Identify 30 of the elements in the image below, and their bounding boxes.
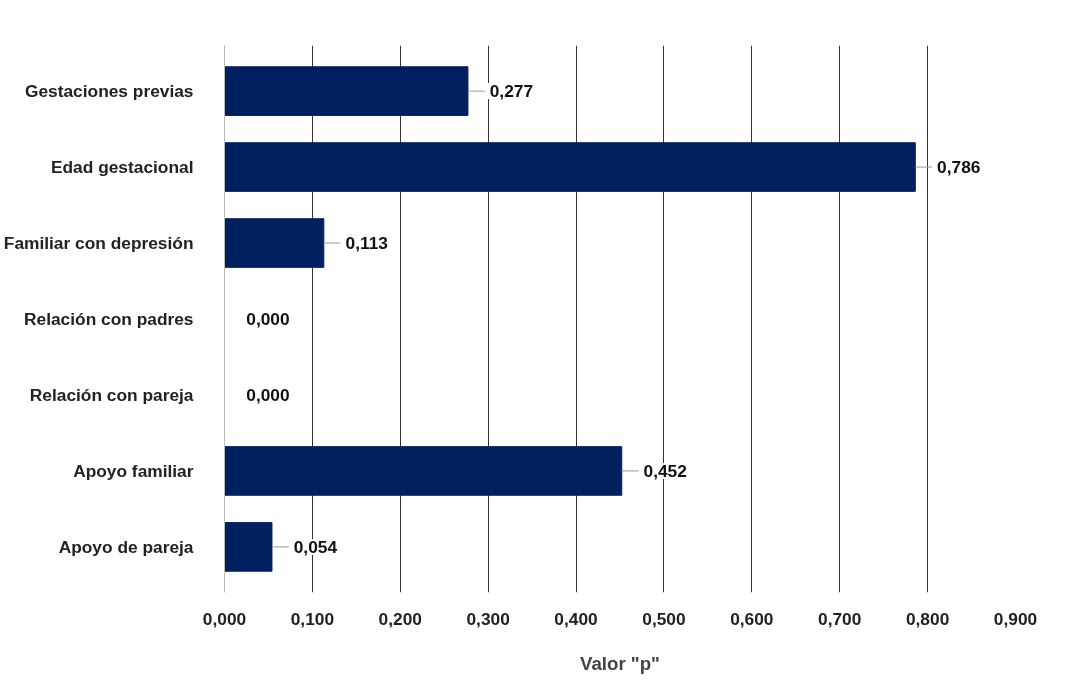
x-tick-label: 0,300 <box>466 608 510 629</box>
data-label: 0,277 <box>489 81 534 102</box>
data-label: 0,000 <box>246 309 290 329</box>
data-label: 0,452 <box>643 460 687 481</box>
bar <box>224 66 469 116</box>
data-label: 0,113 <box>345 233 389 254</box>
x-tick-label: 0,600 <box>730 608 774 629</box>
x-tick-label: 0,100 <box>290 608 335 629</box>
x-tick-label: 0,800 <box>905 608 950 629</box>
x-tick-label: 0,400 <box>554 608 598 629</box>
x-tick-label: 0,500 <box>642 608 686 629</box>
y-tick-label: Apoyo de pareja <box>58 536 194 557</box>
y-tick-label: Apoyo familiar <box>73 460 194 481</box>
y-tick-label: Familiar con depresión <box>3 233 194 254</box>
data-label: 0,054 <box>293 536 338 557</box>
y-tick-label: Relación con padres <box>24 309 194 329</box>
data-label: 0,000 <box>246 384 290 405</box>
x-tick-label: 0,000 <box>202 608 247 629</box>
data-label: 0,786 <box>937 157 981 178</box>
bar <box>224 218 325 268</box>
bar <box>224 522 273 572</box>
x-tick-label: 0,900 <box>993 608 1038 629</box>
bar <box>224 446 623 496</box>
y-tick-label: Relación con pareja <box>29 384 194 405</box>
y-tick-label: Gestaciones previas <box>24 81 194 102</box>
x-axis-title: Valor "p" <box>580 652 660 674</box>
x-tick-label: 0,200 <box>378 608 422 629</box>
y-tick-label: Edad gestacional <box>50 157 194 178</box>
bar <box>224 142 916 192</box>
x-tick-label: 0,700 <box>818 608 862 629</box>
